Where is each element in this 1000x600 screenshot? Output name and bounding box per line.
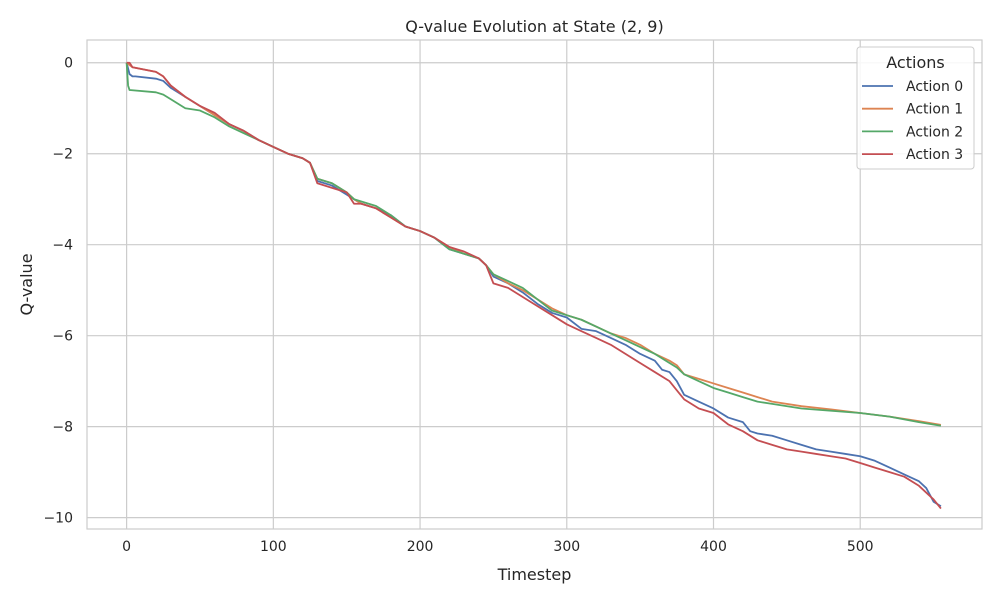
y-tick-label: −6: [52, 329, 73, 345]
legend-items: Action 0 Action 1 Action 2 Action 3: [862, 79, 963, 163]
legend: Actions Action 0 Action 1 Action 2 Action 3: [856, 46, 975, 170]
y-tick-label: −4: [52, 238, 73, 254]
plot-area: [87, 40, 982, 529]
x-axis-label: Timestep: [497, 565, 572, 584]
y-tick-label: −10: [43, 511, 73, 527]
x-tick-label: 500: [847, 539, 874, 555]
legend-title: Actions: [886, 53, 944, 72]
legend-box: [856, 46, 975, 170]
series-group: [125, 61, 942, 510]
y-tick-label: −2: [52, 147, 73, 163]
x-tick-label: 300: [553, 539, 580, 555]
legend-label-action-0: Action 0: [906, 79, 963, 95]
legend-label-action-2: Action 2: [906, 124, 963, 140]
tick-labels: 0 100 200 300 400 500 0 −2 −4 −6 −8 −10: [43, 56, 873, 555]
plot-frame: [86, 39, 983, 530]
chart-title: Q-value Evolution at State (2, 9): [405, 17, 663, 36]
x-tick-label: 0: [122, 539, 131, 555]
x-tick-label: 400: [700, 539, 727, 555]
y-tick-label: 0: [64, 56, 73, 72]
legend-label-action-1: Action 1: [906, 102, 963, 118]
series-line-action-3: [126, 61, 942, 510]
y-tick-label: −8: [52, 420, 73, 436]
x-tick-label: 100: [260, 539, 287, 555]
legend-label-action-3: Action 3: [906, 147, 963, 163]
y-axis-label: Q-value: [17, 253, 36, 315]
x-tick-label: 200: [407, 539, 434, 555]
